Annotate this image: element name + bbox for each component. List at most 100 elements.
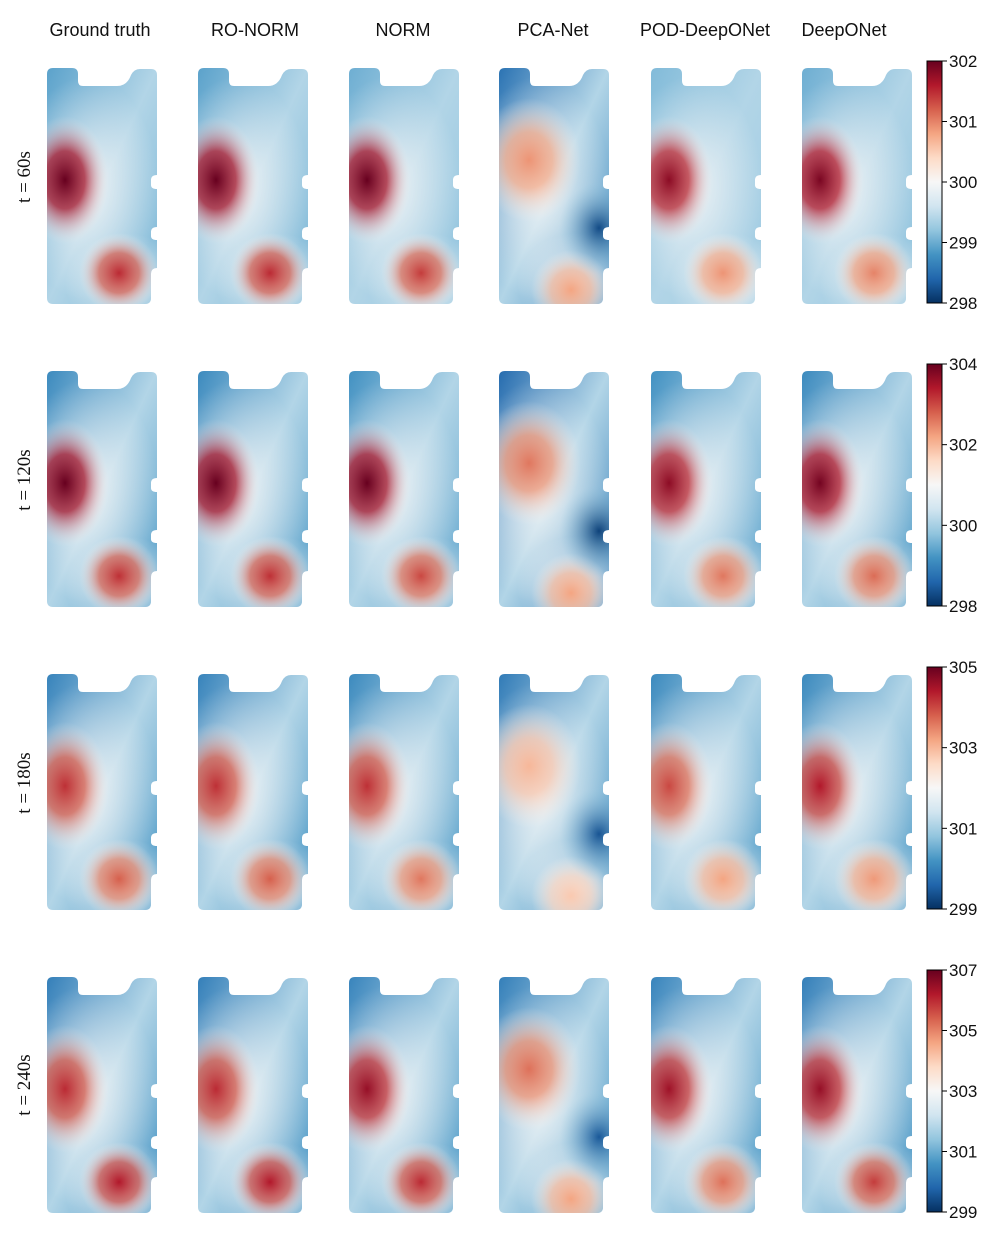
- hotspot-lower: [683, 233, 761, 304]
- hotspot-lower: [230, 536, 308, 607]
- hotspot-upper: [651, 1025, 713, 1153]
- hotspot-upper: [47, 1025, 109, 1153]
- colorbar-gradient: [926, 666, 943, 910]
- hotspot-upper: [651, 116, 713, 244]
- field-panel-ro-norm: [198, 674, 308, 910]
- colorbar-tick-label: 298: [949, 597, 977, 616]
- field-panel-deeponet: [802, 977, 912, 1213]
- colorbar-tick-label: 300: [949, 173, 977, 192]
- hotspot-upper: [349, 116, 411, 244]
- field-panel-pod-deeponet: [651, 674, 761, 910]
- field-panel-deeponet: [802, 371, 912, 607]
- field-panel-ground-truth: [47, 68, 157, 304]
- hotspot-upper: [499, 98, 581, 222]
- hotspot-upper: [499, 401, 581, 525]
- hotspot-upper: [349, 722, 411, 850]
- column-title-pca-net: PCA-Net: [517, 20, 588, 40]
- colorbar-tick-label: 303: [949, 1082, 977, 1101]
- field-panel-ro-norm: [198, 371, 308, 607]
- colorbar-tick-label: 299: [949, 1203, 977, 1222]
- hotspot-upper: [651, 722, 713, 850]
- field-panel-pod-deeponet: [651, 371, 761, 607]
- colorbar: 299 301 303 305 307: [926, 961, 977, 1222]
- colorbar-tick-label: 302: [949, 436, 977, 455]
- hotspot-upper: [651, 419, 713, 547]
- field-panel-ground-truth: [47, 977, 157, 1213]
- hotspot-lower: [79, 1142, 157, 1213]
- hotspot-lower: [381, 536, 459, 607]
- colorbar-gradient: [926, 363, 943, 607]
- row-title: t = 180s: [14, 752, 35, 813]
- hotspot-upper: [198, 419, 260, 547]
- colorbar-tick-label: 305: [949, 658, 977, 677]
- row-title: t = 60s: [14, 151, 35, 203]
- hotspot-lower: [79, 839, 157, 910]
- hotspot-lower: [683, 536, 761, 607]
- field-panel-ground-truth: [47, 674, 157, 910]
- field-panel-deeponet: [802, 68, 912, 304]
- row-title: t = 120s: [14, 449, 35, 510]
- colorbar: 299 301 303 305: [926, 658, 977, 919]
- row-title: t = 240s: [14, 1054, 35, 1115]
- field-panel-norm: [349, 674, 459, 910]
- row-3: t = 180s 299 301 303 305: [14, 658, 977, 919]
- hotspot-lower: [381, 1142, 459, 1213]
- hotspot-upper: [198, 1025, 260, 1153]
- colorbar-tick-label: 305: [949, 1022, 977, 1041]
- field-panel-pod-deeponet: [651, 68, 761, 304]
- hotspot-lower: [834, 536, 912, 607]
- hotspot-lower: [381, 233, 459, 304]
- hotspot-lower: [230, 233, 308, 304]
- field-panel-pca-net: [499, 977, 609, 1213]
- hotspot-upper: [349, 1025, 411, 1153]
- colorbar-tick-label: 304: [949, 355, 977, 374]
- hotspot-upper: [802, 722, 864, 850]
- field-panel-pca-net: [499, 371, 609, 607]
- field-rows: t = 60s 298 299 300 301 302 t = 120s 298 300 302 3…: [14, 52, 977, 1222]
- hotspot-upper: [802, 419, 864, 547]
- field-panel-deeponet: [802, 674, 912, 910]
- cold-spot: [559, 1091, 609, 1183]
- hotspot-lower: [381, 839, 459, 910]
- hotspot-lower: [79, 536, 157, 607]
- hotspot-lower: [683, 839, 761, 910]
- column-title-norm: NORM: [376, 20, 431, 40]
- row-2: t = 120s 298 300 302 304: [14, 355, 977, 616]
- colorbar-tick-label: 300: [949, 516, 977, 535]
- colorbar: 298 299 300 301 302: [926, 52, 977, 313]
- colorbar-gradient: [926, 969, 943, 1213]
- colorbar-tick-label: 299: [949, 900, 977, 919]
- column-titles: Ground truth RO-NORM NORM PCA-Net POD-DeepON…: [49, 20, 886, 40]
- colorbar-gradient: [926, 60, 943, 304]
- field-panel-pod-deeponet: [651, 977, 761, 1213]
- column-title-ground-truth: Ground truth: [49, 20, 150, 40]
- column-title-pod-deeponet: POD-DeepONet: [640, 20, 770, 40]
- column-title-deeponet: DeepONet: [801, 20, 886, 40]
- hotspot-upper: [198, 116, 260, 244]
- hotspot-upper: [47, 419, 109, 547]
- colorbar-tick-label: 307: [949, 961, 977, 980]
- field-panel-ro-norm: [198, 68, 308, 304]
- hotspot-lower: [230, 1142, 308, 1213]
- hotspot-upper: [499, 704, 581, 828]
- hotspot-lower: [230, 839, 308, 910]
- hotspot-upper: [198, 722, 260, 850]
- hotspot-lower: [834, 839, 912, 910]
- colorbar-tick-label: 299: [949, 234, 977, 253]
- hotspot-upper: [47, 116, 109, 244]
- cold-spot: [559, 485, 609, 577]
- hotspot-lower: [683, 1142, 761, 1213]
- row-4: t = 240s 299 301 303 305 307: [14, 961, 977, 1222]
- hotspot-lower: [834, 233, 912, 304]
- column-title-ro-norm: RO-NORM: [211, 20, 299, 40]
- hotspot-upper: [499, 1007, 581, 1131]
- hotspot-upper: [349, 419, 411, 547]
- field-panel-ground-truth: [47, 371, 157, 607]
- cold-spot: [559, 788, 609, 880]
- cold-spot: [559, 182, 609, 274]
- field-panel-pca-net: [499, 674, 609, 910]
- colorbar-tick-label: 303: [949, 739, 977, 758]
- colorbar-tick-label: 302: [949, 52, 977, 71]
- field-panel-norm: [349, 977, 459, 1213]
